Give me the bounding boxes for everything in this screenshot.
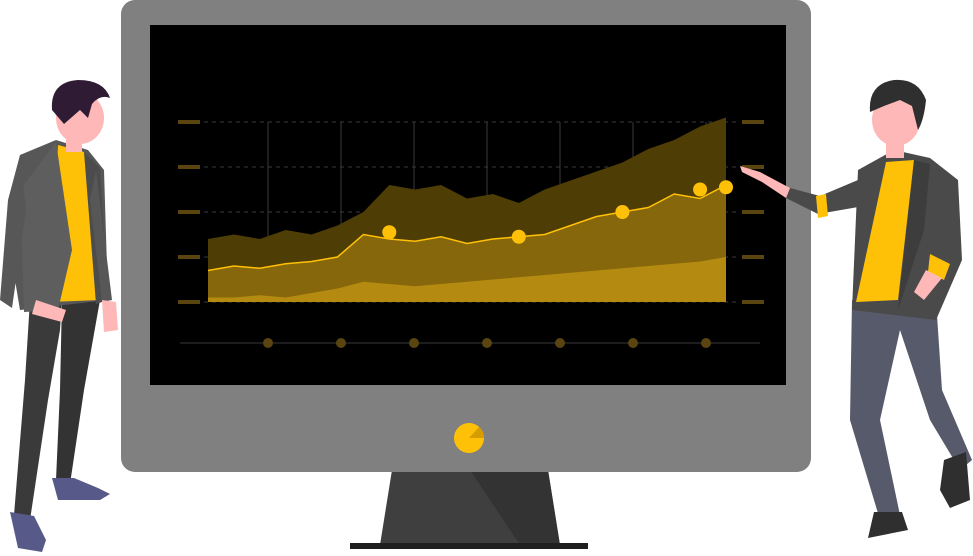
x-tick-dot — [409, 338, 419, 348]
area-chart — [178, 117, 764, 348]
y-tick-left — [178, 165, 200, 169]
monitor-stand — [350, 470, 588, 549]
y-tick-left — [178, 120, 200, 124]
x-tick-dot — [701, 338, 711, 348]
series-area-bottom — [208, 257, 726, 302]
x-tick-dot — [263, 338, 273, 348]
y-tick-right — [742, 255, 764, 259]
x-axis — [180, 338, 760, 348]
x-tick-dot — [482, 338, 492, 348]
pie-chart-icon — [454, 423, 484, 453]
data-point — [615, 205, 630, 219]
data-point — [719, 180, 733, 195]
x-tick-dot — [555, 338, 565, 348]
data-point — [693, 182, 708, 197]
highlight-points — [382, 180, 733, 244]
y-tick-right — [742, 210, 764, 214]
x-tick-dot — [628, 338, 638, 348]
y-tick-left — [178, 255, 200, 259]
y-tick-right — [742, 165, 764, 169]
data-point — [382, 225, 397, 240]
y-axis-left-ticks — [178, 120, 200, 304]
y-tick-right — [742, 120, 764, 124]
y-tick-right — [742, 300, 764, 304]
y-axis-right-ticks — [742, 120, 764, 304]
x-tick-dot — [336, 338, 346, 348]
person-left — [0, 80, 118, 552]
person-right — [740, 79, 972, 538]
chart-series — [207, 117, 727, 302]
y-tick-left — [178, 300, 200, 304]
data-point — [511, 229, 526, 244]
series-line — [207, 184, 727, 272]
y-tick-left — [178, 210, 200, 214]
